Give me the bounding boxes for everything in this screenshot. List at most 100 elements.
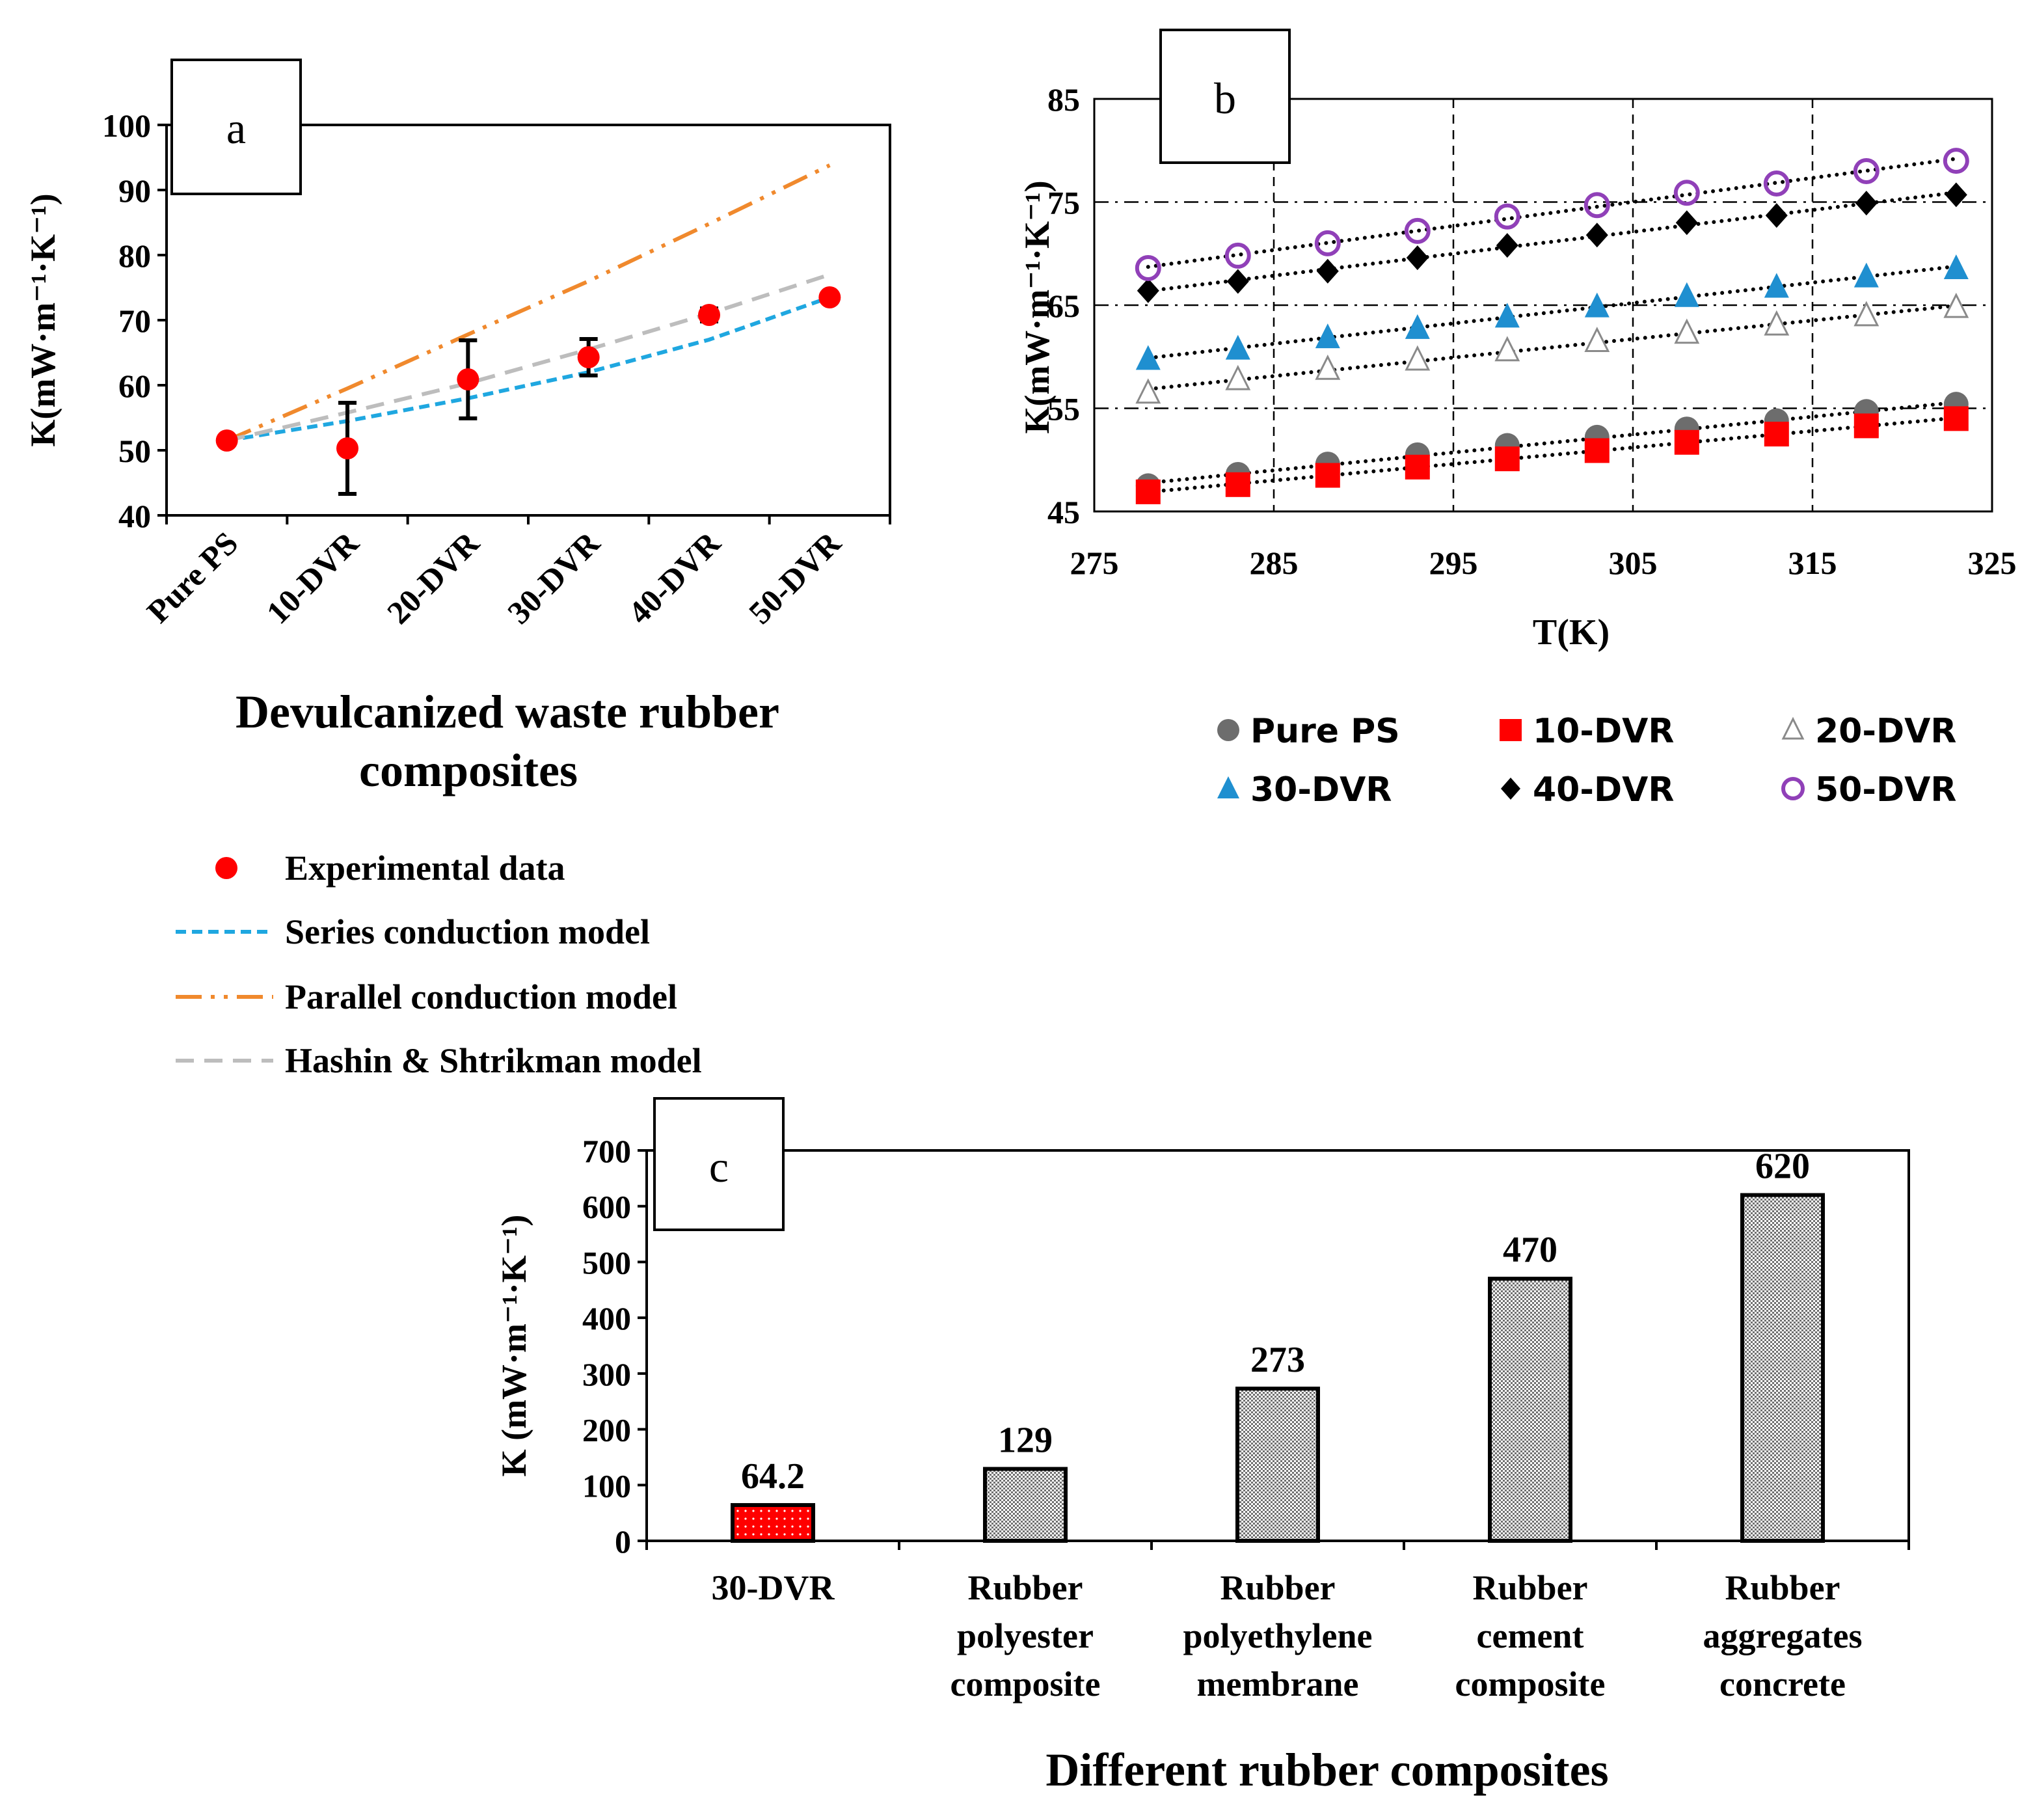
bar bbox=[731, 1502, 815, 1543]
data-point bbox=[1584, 192, 1610, 219]
data-point bbox=[215, 429, 238, 452]
legend-marker bbox=[215, 857, 237, 879]
data-point bbox=[1314, 230, 1341, 256]
data-point bbox=[1764, 310, 1790, 336]
panel-a-model-lines bbox=[226, 163, 831, 442]
panel-b-gridlines bbox=[1094, 99, 1992, 511]
panel-c-y-axis-title: K (mW·m⁻¹·K⁻¹) bbox=[494, 1215, 533, 1477]
y-tick-label: 500 bbox=[582, 1244, 631, 1281]
data-point bbox=[1764, 273, 1789, 298]
bar-value-label: 470 bbox=[1503, 1230, 1557, 1270]
bar-value-label: 620 bbox=[1755, 1147, 1810, 1187]
panel-a-x-axis-title-line1: Devulcanized waste rubber bbox=[236, 686, 779, 738]
panel-b-x-axis-title: T(K) bbox=[1533, 612, 1610, 653]
data-point bbox=[1494, 336, 1520, 362]
data-point bbox=[1224, 242, 1251, 269]
data-point bbox=[1135, 378, 1161, 404]
y-tick-label: 400 bbox=[582, 1300, 631, 1337]
legend-label: Hashin & Shtrikman model bbox=[285, 1041, 702, 1080]
data-point bbox=[1855, 191, 1878, 216]
data-point bbox=[1765, 203, 1788, 228]
data-point bbox=[1675, 210, 1698, 236]
model-line bbox=[226, 163, 831, 442]
data-point bbox=[1674, 318, 1700, 344]
data-point bbox=[1853, 413, 1879, 439]
model-line bbox=[226, 295, 831, 442]
x-tick-label: 295 bbox=[1429, 545, 1478, 581]
x-tick-label: Rubber bbox=[967, 1568, 1083, 1607]
bar bbox=[1488, 1277, 1572, 1543]
panel-b-y-axis: 45 55 65 75 85 bbox=[1047, 81, 1080, 530]
trendline bbox=[1146, 400, 1958, 485]
model-line bbox=[226, 273, 831, 442]
y-tick-label: 50 bbox=[118, 433, 151, 469]
panel-c-x-axis: 30-DVR Rubber polyester composite Rubber poly… bbox=[645, 1541, 1910, 1704]
x-tick-label: cement bbox=[1477, 1616, 1584, 1655]
data-point bbox=[1315, 323, 1340, 349]
bar bbox=[983, 1467, 1068, 1543]
y-tick-label: 90 bbox=[118, 172, 151, 209]
data-point bbox=[1137, 278, 1159, 303]
data-point bbox=[1943, 292, 1969, 318]
panel-a-experimental-points bbox=[215, 286, 841, 496]
data-point bbox=[1943, 406, 1969, 431]
data-point bbox=[336, 437, 358, 459]
legend-label: Parallel conduction model bbox=[285, 977, 677, 1016]
x-tick-label: composite bbox=[1455, 1664, 1606, 1704]
x-tick-label: concrete bbox=[1719, 1664, 1846, 1704]
y-tick-label: 65 bbox=[1047, 288, 1080, 324]
data-point bbox=[457, 368, 479, 390]
bar bbox=[1740, 1193, 1825, 1543]
panel-a-x-axis: Pure PS 10-DVR 20-DVR 30-DVR 40-DVR 50-DVR bbox=[140, 515, 891, 631]
data-point bbox=[1494, 446, 1520, 472]
data-point bbox=[1853, 301, 1880, 327]
y-tick-label: 600 bbox=[582, 1189, 631, 1225]
data-point bbox=[1764, 422, 1789, 447]
bar-value-label: 129 bbox=[998, 1420, 1053, 1460]
legend-label: Experimental data bbox=[285, 849, 565, 888]
bar-value-label: 273 bbox=[1250, 1340, 1305, 1380]
x-tick-label: composite bbox=[950, 1664, 1101, 1704]
data-point bbox=[818, 286, 841, 308]
panel-c-bars: 64.2 129 273 470 620 bbox=[731, 1147, 1825, 1543]
data-point bbox=[1494, 203, 1520, 230]
legend-marker bbox=[1500, 719, 1522, 741]
x-tick-label: Rubber bbox=[1220, 1568, 1335, 1607]
y-tick-label: 55 bbox=[1047, 391, 1080, 428]
legend-marker bbox=[1501, 778, 1520, 800]
panel-b: 45 55 65 75 85 275 285 295 305 315 325 b K(mW·m⁻¹… bbox=[1018, 29, 2017, 809]
data-point bbox=[1135, 479, 1161, 504]
y-tick-label: 75 bbox=[1047, 185, 1080, 221]
x-tick-label: Rubber bbox=[1472, 1568, 1587, 1607]
panel-b-plot-area bbox=[1093, 98, 1993, 513]
y-tick-label: 700 bbox=[582, 1133, 631, 1169]
data-point bbox=[1404, 217, 1431, 244]
x-tick-label: aggregates bbox=[1703, 1616, 1863, 1655]
x-tick-label: 40-DVR bbox=[621, 524, 727, 631]
legend-marker bbox=[1781, 777, 1805, 800]
legend-marker bbox=[1217, 719, 1239, 741]
x-tick-label: 275 bbox=[1070, 545, 1119, 581]
legend-marker bbox=[1781, 716, 1805, 740]
x-tick-label: 305 bbox=[1609, 545, 1658, 581]
data-point bbox=[1853, 262, 1879, 288]
data-point bbox=[577, 346, 600, 368]
x-tick-label: 10-DVR bbox=[259, 524, 366, 631]
trendline bbox=[1146, 303, 1958, 391]
data-point bbox=[1316, 258, 1339, 284]
x-tick-label: 315 bbox=[1788, 545, 1837, 581]
panel-c: 0 100 200 300 400 500 600 700 30-DVR Rubber polye… bbox=[494, 1097, 1910, 1796]
data-point bbox=[1584, 327, 1610, 352]
panel-a-label: a bbox=[226, 103, 246, 153]
panel-a-y-axis: 40 50 60 70 80 90 100 bbox=[102, 107, 167, 534]
data-point bbox=[1674, 282, 1699, 307]
y-tick-label: 70 bbox=[118, 303, 151, 339]
data-point bbox=[1226, 269, 1249, 294]
panel-c-label-box bbox=[653, 1097, 785, 1231]
panel-a-label-box bbox=[170, 59, 302, 195]
panel-b-trendlines bbox=[1146, 156, 1958, 495]
y-tick-label: 45 bbox=[1047, 494, 1080, 530]
data-point bbox=[1763, 170, 1790, 197]
data-point bbox=[1584, 292, 1610, 318]
data-point bbox=[1406, 245, 1429, 271]
